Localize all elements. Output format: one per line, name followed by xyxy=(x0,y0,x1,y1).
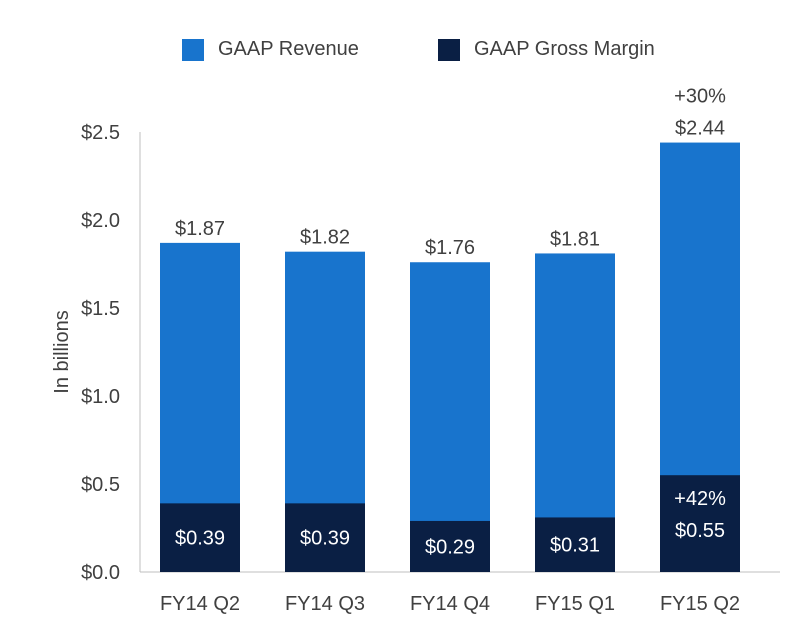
revenue-growth-annotation: +30% xyxy=(674,86,726,108)
x-tick-label: FY15 Q2 xyxy=(660,593,740,615)
gross-margin-bar xyxy=(660,475,740,572)
gross-margin-data-label: $0.31 xyxy=(550,535,600,557)
gross-margin-bar xyxy=(410,520,490,572)
y-tick-label: $2.0 xyxy=(81,210,120,232)
legend-swatch-gross-margin xyxy=(438,38,460,61)
gross-margin-bar xyxy=(285,503,365,572)
legend-label-gross-margin: GAAP Gross Margin xyxy=(474,38,655,60)
legend-item-revenue: GAAP Revenue xyxy=(182,38,359,61)
y-tick-label: $0.0 xyxy=(81,562,120,584)
y-axis-title: In billions xyxy=(51,310,73,393)
gross-margin-data-label: $0.55 xyxy=(675,520,725,542)
legend-label-revenue: GAAP Revenue xyxy=(218,38,359,60)
legend-item-gross-margin: GAAP Gross Margin xyxy=(438,38,655,61)
revenue-data-label: $1.87 xyxy=(175,218,225,240)
gross-margin-data-label: $0.39 xyxy=(300,528,350,550)
y-tick-label: $0.5 xyxy=(81,474,120,496)
x-tick-label: FY14 Q4 xyxy=(410,593,490,615)
gross-margin-data-label: $0.29 xyxy=(425,536,475,558)
y-tick-label: $2.5 xyxy=(81,122,120,144)
y-tick-label: $1.0 xyxy=(81,386,120,408)
revenue-data-label: $2.44 xyxy=(675,118,725,140)
gross-margin-data-label: $0.39 xyxy=(175,528,225,550)
revenue-data-label: $1.81 xyxy=(550,228,600,250)
revenue-data-label: $1.82 xyxy=(300,227,350,249)
legend-swatch-revenue xyxy=(182,38,204,61)
x-tick-label: FY14 Q3 xyxy=(285,593,365,615)
revenue-data-label: $1.76 xyxy=(425,237,475,259)
y-tick-label: $1.5 xyxy=(81,298,120,320)
chart-legend: GAAP Revenue GAAP Gross Margin xyxy=(0,38,806,68)
x-tick-label: FY15 Q1 xyxy=(535,593,615,615)
x-tick-label: FY14 Q2 xyxy=(160,593,240,615)
revenue-bar xyxy=(410,262,490,572)
gross-margin-growth-annotation: +42% xyxy=(674,488,726,510)
gross-margin-bar xyxy=(160,503,240,572)
gross-margin-bar xyxy=(535,517,615,572)
